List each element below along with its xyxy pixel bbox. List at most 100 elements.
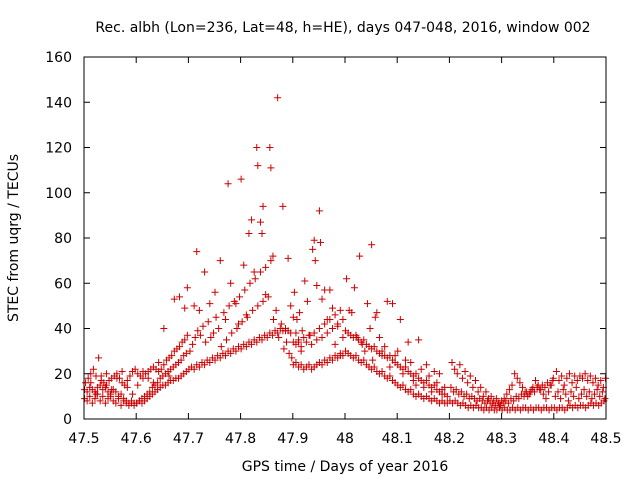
data-point: [313, 282, 321, 290]
data-point: [209, 329, 217, 337]
data-point: [526, 388, 534, 396]
data-point: [542, 395, 550, 403]
data-point: [212, 313, 220, 321]
data-point: [95, 354, 103, 362]
data-point: [160, 325, 168, 332]
data-point: [532, 377, 540, 385]
data-point: [361, 347, 369, 355]
data-point: [253, 144, 261, 151]
data-point: [311, 257, 319, 265]
data-point: [417, 365, 425, 373]
data-point: [223, 336, 231, 344]
data-point: [227, 279, 235, 287]
data-point: [575, 395, 583, 403]
data-point: [190, 365, 198, 373]
data-point: [336, 352, 344, 360]
data-point: [391, 352, 399, 360]
data-point: [101, 399, 109, 407]
data-point: [581, 370, 589, 378]
data-point: [248, 216, 256, 224]
data-point: [315, 325, 323, 332]
data-point: [515, 395, 523, 403]
data-point: [259, 297, 267, 305]
x-tick-label: 47.8: [225, 431, 256, 447]
data-point: [289, 313, 297, 321]
y-tick-label: 120: [45, 141, 72, 157]
data-point: [240, 261, 248, 269]
data-point: [513, 374, 521, 382]
data-point: [563, 374, 571, 382]
data-point: [249, 306, 257, 314]
data-point: [529, 383, 537, 391]
data-point: [285, 349, 293, 357]
data-point: [170, 295, 178, 303]
data-point: [204, 318, 212, 326]
data-point: [237, 345, 245, 353]
data-point: [283, 338, 291, 346]
data-point: [201, 361, 209, 369]
data-point: [193, 248, 201, 256]
data-point: [183, 331, 191, 339]
data-point: [456, 361, 464, 369]
data-point: [334, 322, 342, 330]
data-point: [482, 388, 490, 396]
x-tick-label: 48.4: [538, 431, 569, 447]
data-point: [112, 399, 120, 407]
data-point: [331, 311, 339, 319]
data-point: [500, 395, 508, 403]
data-point: [352, 352, 360, 360]
data-point: [272, 306, 280, 314]
data-point: [126, 372, 134, 380]
data-point: [268, 331, 276, 339]
data-point: [386, 363, 394, 371]
data-point: [134, 381, 142, 389]
chart-title: Rec. albh (Lon=236, Lat=48, h=HE), days …: [95, 20, 590, 36]
x-tick-label: 47.9: [277, 431, 308, 447]
data-point: [389, 300, 397, 308]
data-point: [360, 356, 368, 364]
data-point: [570, 392, 578, 400]
data-point: [598, 388, 606, 396]
data-point: [407, 358, 415, 366]
data-point: [369, 356, 377, 364]
data-point: [108, 386, 116, 394]
data-point: [89, 365, 97, 373]
data-point: [593, 386, 601, 394]
data-point: [195, 363, 203, 371]
data-point: [216, 354, 224, 362]
data-point: [236, 293, 244, 301]
data-point: [297, 343, 305, 351]
data-point: [503, 390, 511, 398]
data-point: [91, 395, 99, 403]
data-point: [177, 356, 185, 364]
data-point: [592, 374, 600, 382]
data-point: [251, 275, 259, 283]
x-tick-label: 47.5: [68, 431, 99, 447]
y-tick-label: 140: [45, 95, 72, 111]
data-point: [215, 325, 223, 332]
data-point: [326, 286, 334, 294]
data-point: [339, 315, 347, 323]
data-point: [233, 325, 241, 332]
data-point: [457, 388, 465, 396]
data-point: [287, 302, 295, 310]
data-point: [168, 352, 176, 360]
data-point: [186, 347, 194, 355]
data-point: [195, 306, 203, 314]
data-point: [323, 358, 331, 366]
data-point: [189, 340, 197, 348]
data-point: [555, 377, 563, 385]
data-point: [92, 390, 100, 398]
data-point: [601, 395, 609, 403]
data-point: [378, 352, 386, 360]
data-point: [157, 365, 165, 373]
data-point: [303, 297, 311, 305]
data-point: [596, 392, 604, 400]
data-point: [301, 277, 309, 285]
y-tick-label: 60: [54, 276, 72, 292]
data-point: [117, 390, 125, 398]
data-point: [253, 338, 261, 346]
data-point: [597, 377, 605, 385]
data-point: [290, 288, 298, 296]
data-point: [396, 315, 404, 323]
